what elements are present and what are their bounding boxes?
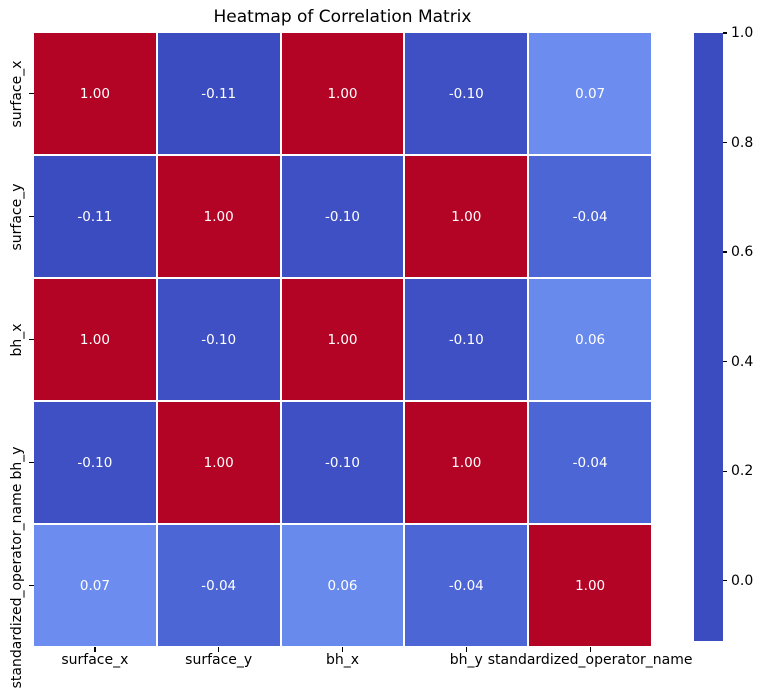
heatmap-cell: -0.10 [34,402,156,523]
tick-mark [723,32,727,34]
tick-mark [723,251,727,253]
y-tick-label: bh_x [9,322,25,357]
x-tick-label: bh_y [449,652,483,668]
colorbar [694,33,723,641]
cell-value: -0.10 [325,454,360,471]
tick-mark [723,141,727,144]
tick-mark [94,647,96,652]
heatmap-cell: -0.10 [281,156,404,277]
heatmap-cell: -0.10 [281,402,404,523]
colorbar-tick-label: 0.2 [731,463,754,480]
cell-value: 1.00 [203,454,234,471]
x-tick-label: standardized_operator_name [487,652,693,668]
tick-mark [723,361,727,363]
y-tick-label: surface_x [9,59,25,128]
y-tick-label: standardized_operator_name [9,483,25,688]
heatmap-cell: 0.06 [529,279,651,400]
cell-value: 1.00 [451,454,482,471]
heatmap-cell: -0.04 [157,525,280,646]
cell-value: -0.10 [448,331,484,348]
heatmap-cell: 1.00 [405,156,528,277]
cell-value: 0.06 [575,331,606,348]
cell-value: -0.04 [448,577,484,594]
x-tick-label: surface_x [61,652,129,668]
heatmap-grid: 1.00 -0.11 1.00 -0.10 0.07 -0.11 1.00 -0.10 1.00… [34,33,651,646]
tick-mark [29,93,34,95]
heatmap-cell: -0.10 [405,33,528,154]
cell-value: -0.11 [201,85,237,102]
heatmap-cell: -0.04 [529,402,651,523]
tick-mark [218,647,220,652]
cell-value: 1.00 [327,85,358,102]
heatmap-cell: -0.11 [157,33,280,154]
x-tick-label: surface_y [185,652,253,668]
heatmap-cell: 0.07 [529,33,651,154]
heatmap-cell: 1.00 [157,156,280,277]
cell-value: 1.00 [203,208,234,225]
heatmap-cell: 1.00 [281,279,404,400]
tick-mark [723,580,727,582]
cell-value: 1.00 [575,577,606,594]
chart-title: Heatmap of Correlation Matrix [213,7,472,27]
heatmap-cell: -0.11 [34,156,156,277]
tick-mark [342,647,344,652]
tick-mark [29,339,34,341]
heatmap-cell: 0.06 [281,525,404,646]
cell-value: 1.00 [451,208,482,225]
cell-value: -0.04 [572,208,608,225]
colorbar-tick-label: 0.0 [731,572,754,589]
cell-value: 1.00 [79,85,110,102]
x-tick-label: bh_x [325,652,360,668]
cell-value: -0.11 [77,208,113,225]
tick-mark [29,216,34,218]
y-tick-label: bh_y [9,445,25,480]
cell-value: -0.04 [572,454,608,471]
heatmap-cell: 1.00 [157,402,280,523]
cell-value: -0.10 [77,454,113,471]
cell-value: -0.04 [201,577,237,594]
cell-value: 1.00 [79,331,110,348]
colorbar-tick-label: 0.6 [731,244,754,261]
y-tick-label: surface_y [9,182,25,251]
heatmap-cell: 1.00 [529,525,651,646]
tick-mark [465,647,467,652]
cell-value: 0.07 [575,85,606,102]
heatmap-cell: 1.00 [281,33,404,154]
cell-value: 1.00 [327,331,358,348]
tick-mark [29,585,34,587]
cell-value: 0.07 [79,577,110,594]
heatmap-cell: -0.10 [405,279,528,400]
tick-mark [723,470,727,472]
cell-value: 0.06 [327,577,358,594]
heatmap-cell: 1.00 [405,402,528,523]
heatmap-cell: -0.04 [405,525,528,646]
cell-value: -0.10 [325,208,360,225]
heatmap-cell: -0.04 [529,156,651,277]
heatmap-cell: 1.00 [34,33,156,154]
tick-mark [589,647,591,652]
heatmap-cell: 1.00 [34,279,156,400]
tick-mark [29,462,34,464]
heatmap-cell: 0.07 [34,525,156,646]
colorbar-tick-label: 0.4 [731,353,754,370]
heatmap-cell: -0.10 [157,279,280,400]
colorbar-tick-label: 1.0 [731,25,754,41]
cell-value: -0.10 [201,331,237,348]
cell-value: -0.10 [448,85,484,102]
colorbar-tick-label: 0.8 [731,134,754,151]
